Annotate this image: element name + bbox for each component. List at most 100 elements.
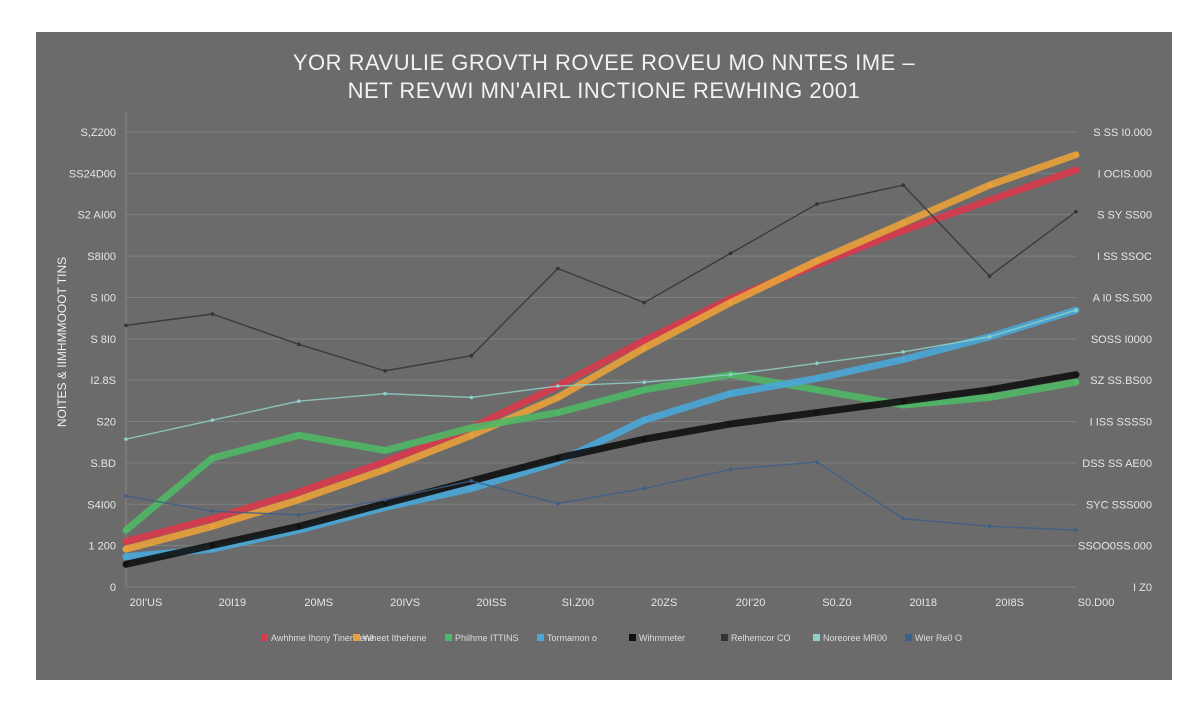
data-point: [123, 546, 129, 552]
data-point: [642, 380, 646, 385]
y-tick-label-right: SOSS I0000: [1091, 334, 1152, 346]
legend-entry: Relhemcor CO: [731, 633, 791, 643]
legend-swatch: [905, 634, 912, 641]
y-tick-label-right: I ISS SSSS0: [1090, 417, 1152, 429]
data-point: [124, 323, 128, 328]
data-point: [728, 372, 733, 377]
series-line-4: [122, 306, 1080, 561]
data-point: [987, 387, 993, 393]
y-tick-label-right: SZ SS.BS00: [1090, 375, 1152, 387]
series-line-2: [122, 151, 1080, 553]
legend-swatch: [629, 634, 636, 641]
data-point: [1074, 209, 1078, 214]
data-point: [641, 436, 647, 442]
y-tick-label-right: S SY SS00: [1097, 210, 1152, 222]
data-point: [555, 455, 561, 461]
data-point: [210, 418, 215, 422]
data-point: [815, 460, 819, 464]
y-ticks-right: S SS I0.000 I OCIS.000 S SY SS00 I SS SSOC A…: [1078, 127, 1152, 594]
legend-entry: Noreoree MR00: [823, 633, 887, 643]
x-ticks: 20I'US 20I19 20MS 20IVS 20ISS SI.Z00 20ZS 20I'2…: [130, 597, 1115, 609]
data-point: [209, 542, 215, 548]
data-point: [987, 274, 992, 278]
data-point: [1074, 308, 1078, 313]
data-point: [124, 494, 128, 498]
data-point: [556, 384, 560, 388]
chart-panel: YOR RAVULIE GROVTH ROVEE ROVEU MO NNTES …: [36, 32, 1172, 680]
data-point: [987, 524, 992, 529]
data-point: [296, 497, 302, 503]
y-tick-label-left: S I00: [90, 292, 116, 304]
legend-entry: Wihmmeter: [639, 633, 685, 643]
data-point: [469, 395, 474, 400]
data-point: [468, 432, 474, 438]
y-tick-label-right: A I0 SS.S00: [1093, 292, 1152, 304]
data-point: [901, 516, 906, 521]
data-point: [901, 183, 906, 187]
data-point: [383, 497, 387, 502]
data-point: [123, 527, 129, 533]
legend-entry: Tormamon o: [547, 633, 597, 643]
data-point: [123, 539, 129, 544]
data-point: [296, 399, 301, 404]
data-point: [469, 479, 474, 483]
data-point: [382, 501, 388, 507]
legend-swatch: [537, 634, 544, 641]
y-tick-label-right: SSOO0SS.000: [1078, 541, 1152, 553]
data-point: [123, 561, 129, 567]
data-point: [123, 554, 129, 560]
y-tick-label-left: 0: [110, 582, 116, 594]
series-line-5: [122, 371, 1080, 568]
data-point: [900, 357, 906, 362]
x-tick-label: 20I8S: [995, 597, 1024, 609]
series-line-3: [122, 371, 1080, 534]
data-point: [296, 489, 302, 495]
x-tick-label: 20IVS: [390, 597, 420, 609]
x-tick-label: SI.Z00: [562, 597, 594, 609]
data-point: [555, 410, 561, 416]
series-line-6: [125, 184, 1077, 372]
y-ticks-left: S,Z200 SS24D00 S2 AI00 S8I00 S I00 S 8I0 I2.8S…: [69, 127, 116, 594]
y-tick-label-left: S8I00: [87, 251, 116, 263]
legend-entry: Awhhme Ihony Tinencene: [271, 633, 374, 643]
series-line-1: [122, 166, 1080, 545]
y-axis-label: NOITES & IIMHMMOOOT TINS: [55, 257, 69, 427]
data-point: [815, 202, 819, 206]
data-point: [1073, 379, 1079, 385]
data-point: [209, 455, 215, 461]
x-tick-label: 20I'20: [736, 597, 766, 609]
data-point: [555, 394, 561, 400]
data-point: [382, 448, 388, 453]
x-tick-label: 20ZS: [651, 597, 677, 609]
data-point: [382, 459, 388, 465]
series-line-8: [125, 461, 1077, 531]
y-tick-label-left: I2.8S: [90, 375, 116, 387]
legend-entry: Wheet Ithehene: [363, 633, 427, 643]
y-tick-label-left: S20: [96, 417, 116, 429]
chart-subtitle: NET REVWI MN'AIRL INCTIONE REWHING 2001: [348, 78, 861, 103]
data-point: [900, 228, 906, 234]
data-point: [642, 486, 646, 491]
data-point: [641, 417, 647, 423]
y-tick-label-right: S SS I0.000: [1093, 127, 1152, 139]
data-point: [728, 421, 734, 427]
data-point: [814, 410, 820, 416]
data-point: [209, 516, 215, 522]
x-tick-label: S0.Z0: [822, 597, 851, 609]
data-point: [728, 251, 733, 256]
x-tick-label: 20I'US: [130, 597, 163, 609]
data-point: [382, 466, 388, 472]
data-point: [728, 300, 734, 306]
series-layer: [122, 151, 1080, 568]
data-point: [209, 523, 215, 529]
data-point: [728, 467, 733, 472]
data-point: [814, 375, 820, 381]
data-point: [124, 437, 128, 441]
data-point: [556, 501, 560, 506]
data-point: [814, 387, 820, 393]
data-point: [987, 197, 993, 203]
data-point: [1073, 372, 1079, 378]
data-point: [469, 353, 474, 358]
data-point: [296, 523, 302, 529]
data-point: [642, 300, 646, 305]
